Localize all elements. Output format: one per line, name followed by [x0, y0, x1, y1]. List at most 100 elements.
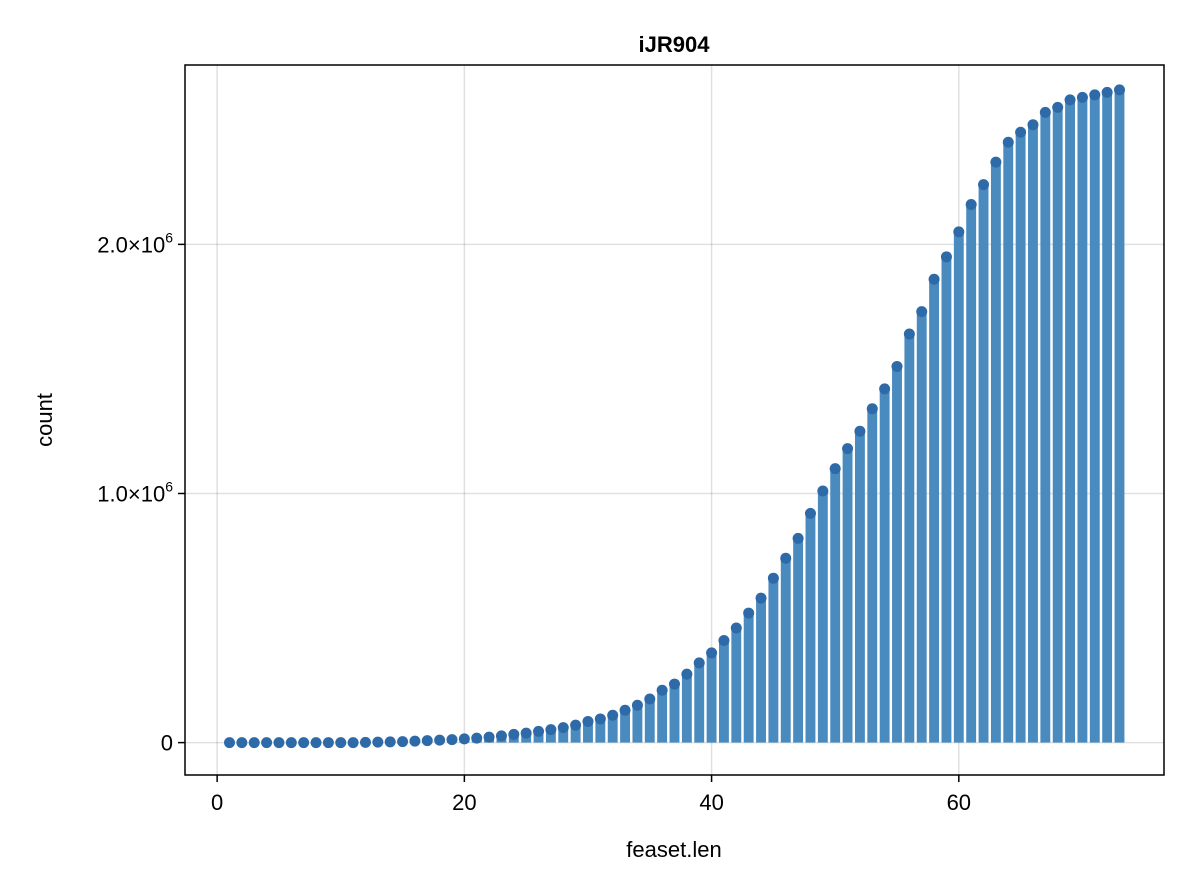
- data-point: [594, 713, 606, 725]
- data-point: [409, 735, 421, 747]
- bar: [681, 674, 692, 743]
- data-point: [903, 328, 915, 340]
- bar: [1114, 89, 1125, 743]
- data-point: [236, 737, 248, 749]
- data-point: [508, 728, 520, 740]
- bar: [731, 628, 742, 743]
- data-point: [359, 736, 371, 748]
- data-point: [298, 737, 310, 749]
- data-point: [1076, 91, 1088, 103]
- bar: [842, 448, 853, 743]
- data-point: [310, 737, 322, 749]
- bar: [854, 431, 865, 743]
- bar: [1089, 94, 1100, 743]
- y-axis-label: count: [32, 393, 57, 447]
- data-point: [804, 507, 816, 519]
- bar: [793, 538, 804, 743]
- data-point: [335, 737, 347, 749]
- bar: [657, 690, 668, 743]
- y-tick-label: 2.0×106: [97, 229, 173, 257]
- data-point: [619, 704, 631, 716]
- data-point: [1052, 101, 1064, 113]
- bar: [978, 184, 989, 743]
- data-point: [248, 737, 260, 749]
- data-point: [582, 715, 594, 727]
- x-tick-label: 20: [452, 790, 476, 815]
- chart-title: iJR904: [639, 32, 711, 57]
- x-tick-label: 40: [699, 790, 723, 815]
- bar: [1052, 107, 1063, 743]
- y-tick-mantissa: 2.0×10: [97, 232, 165, 257]
- bar: [620, 710, 630, 743]
- data-point: [434, 734, 446, 746]
- bar: [953, 231, 964, 743]
- y-tick-label: 0: [161, 731, 173, 756]
- bar: [533, 731, 544, 743]
- data-point: [681, 668, 693, 680]
- data-point: [780, 552, 792, 564]
- data-point: [533, 725, 545, 737]
- bar: [669, 684, 680, 743]
- x-tick-label: 60: [947, 790, 971, 815]
- bar: [558, 727, 569, 743]
- bar: [892, 366, 902, 743]
- data-point: [978, 179, 990, 191]
- data-point: [928, 273, 940, 285]
- data-point: [767, 572, 779, 584]
- data-point: [224, 737, 235, 749]
- data-point: [854, 425, 866, 437]
- data-point: [261, 737, 273, 749]
- data-point: [483, 731, 495, 743]
- data-point: [1027, 119, 1039, 131]
- data-point: [817, 485, 829, 497]
- data-point: [730, 622, 742, 634]
- bar: [743, 613, 754, 743]
- bar: [904, 334, 915, 743]
- data-point: [1064, 94, 1076, 106]
- data-point: [656, 684, 668, 696]
- data-point: [953, 226, 965, 238]
- data-point: [693, 657, 705, 669]
- data-point: [557, 722, 569, 734]
- bar: [1065, 99, 1075, 743]
- x-tick-label: 0: [211, 790, 223, 815]
- y-tick-label: 1.0×106: [97, 478, 173, 506]
- bar: [570, 725, 581, 743]
- bar: [1077, 97, 1088, 743]
- bar: [706, 652, 717, 743]
- markers-layer: [224, 84, 1125, 749]
- bar: [545, 729, 556, 743]
- bar: [929, 279, 940, 743]
- data-point: [866, 403, 878, 415]
- bar: [768, 578, 779, 743]
- bar: [756, 598, 766, 743]
- data-point: [829, 463, 841, 475]
- bar: [830, 468, 841, 743]
- data-point: [718, 634, 730, 646]
- bar: [966, 204, 977, 743]
- data-point: [322, 737, 334, 749]
- data-point: [495, 730, 507, 742]
- data-point: [792, 532, 804, 544]
- bar: [583, 721, 593, 743]
- data-point: [1089, 89, 1101, 101]
- data-point: [397, 736, 409, 748]
- bar: [694, 662, 705, 743]
- bar: [1015, 132, 1026, 743]
- y-tick-exponent: 6: [165, 229, 173, 245]
- data-point: [570, 719, 582, 731]
- data-point: [1039, 106, 1051, 118]
- data-point: [755, 592, 767, 604]
- data-point: [1015, 126, 1027, 138]
- y-tick-exponent: 6: [165, 478, 173, 494]
- data-point: [520, 727, 532, 739]
- y-tick-mantissa: 0: [161, 731, 173, 756]
- bar: [644, 699, 655, 743]
- data-point: [607, 709, 619, 721]
- data-point: [644, 693, 656, 705]
- bar: [719, 640, 729, 743]
- bar: [780, 558, 791, 743]
- data-point: [940, 251, 952, 263]
